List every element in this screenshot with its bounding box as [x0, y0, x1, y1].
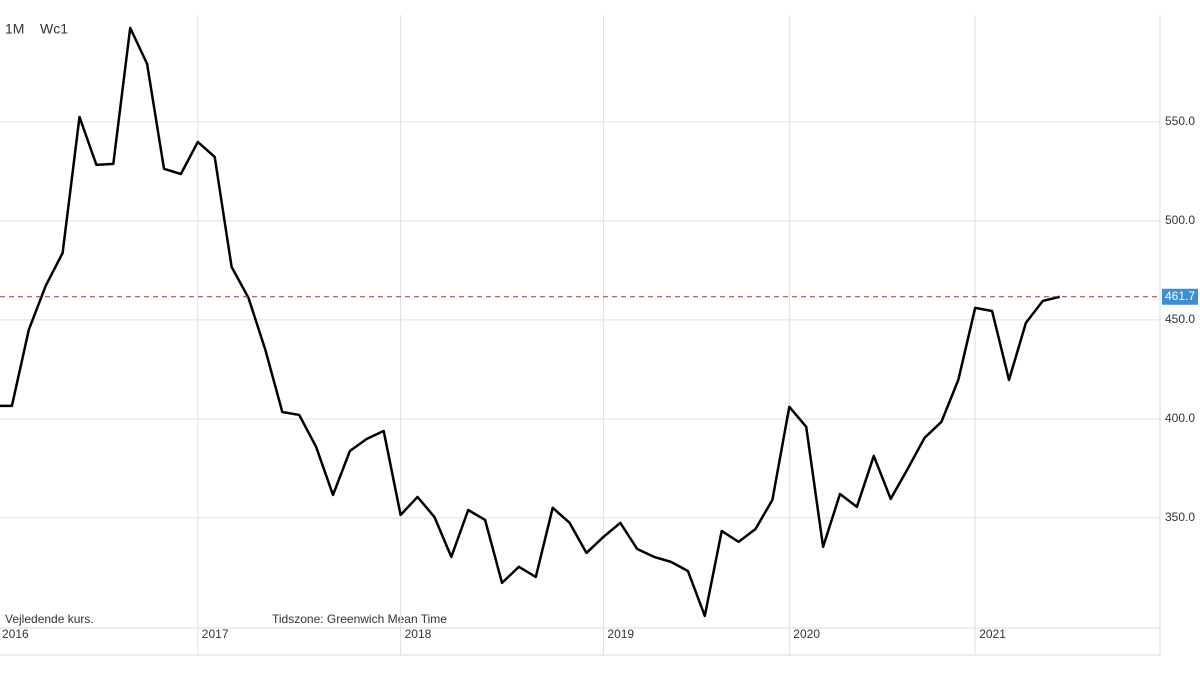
- x-tick-label: 2020: [793, 627, 820, 641]
- y-tick-label: 500.0: [1165, 213, 1195, 227]
- footnote: Vejledende kurs.: [5, 612, 94, 626]
- y-tick-label: 400.0: [1165, 411, 1195, 425]
- price-line: [0, 26, 1060, 618]
- y-tick-label: 450.0: [1165, 312, 1195, 326]
- x-tick-label: 2018: [405, 627, 432, 641]
- x-tick-label: 2019: [607, 627, 634, 641]
- timezone-note: Tidszone: Greenwich Mean Time: [272, 612, 447, 626]
- y-tick-label: 350.0: [1165, 510, 1195, 524]
- last-value-badge: [1162, 288, 1198, 305]
- x-tick-label: 2017: [202, 627, 229, 641]
- x-tick-label: 2021: [979, 627, 1006, 641]
- x-tick-label: 2016: [2, 627, 29, 641]
- y-tick-label: 550.0: [1165, 114, 1195, 128]
- last-value-label: 461.7: [1165, 289, 1195, 303]
- interval-label: 1M: [5, 21, 24, 37]
- grid: [0, 15, 1160, 655]
- symbol-label: Wc1: [40, 21, 68, 37]
